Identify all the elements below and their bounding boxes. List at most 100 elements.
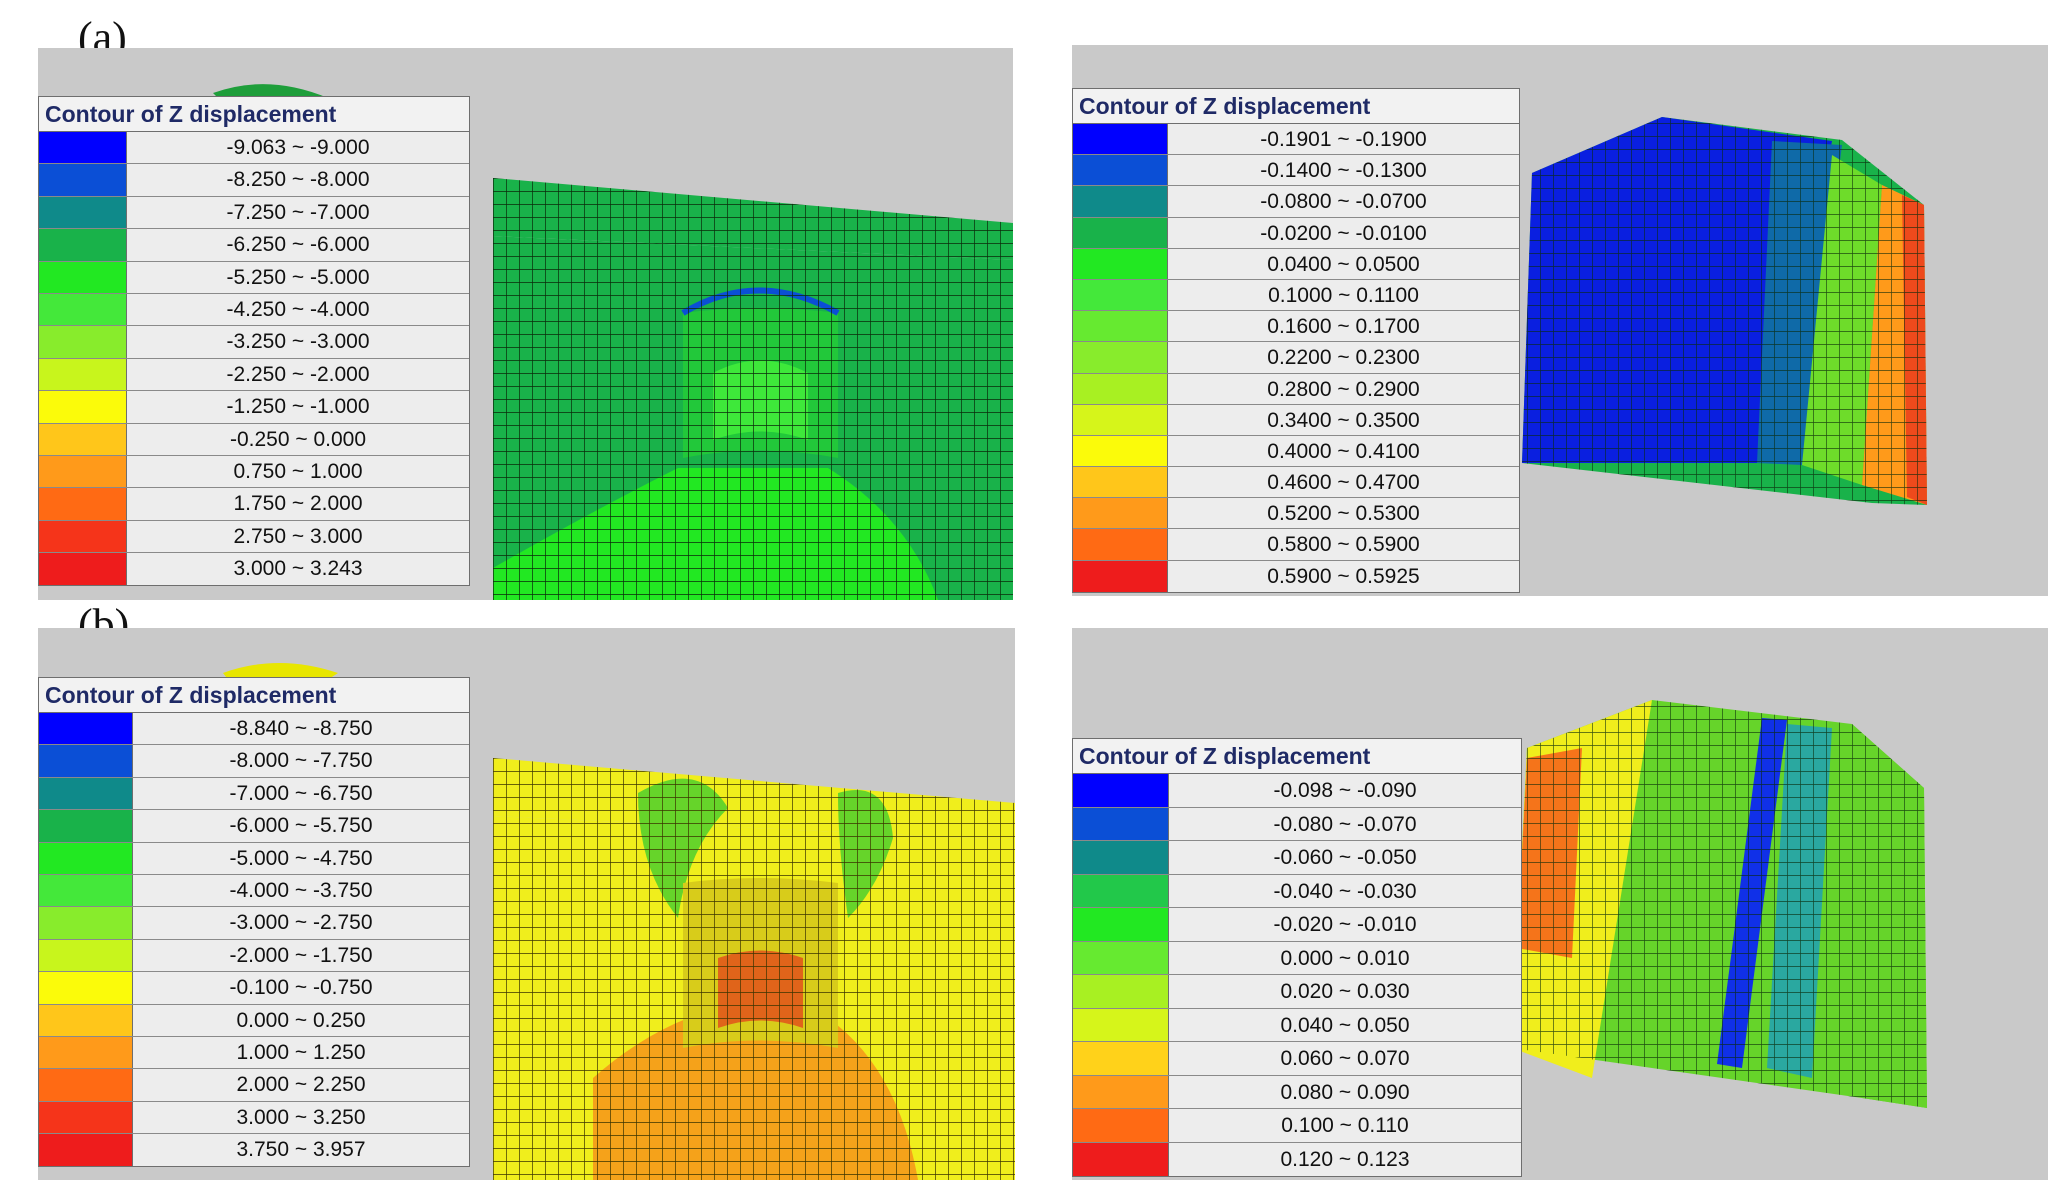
legend-color-swatch	[1073, 404, 1168, 435]
mesh-model-b-left	[223, 663, 1015, 1180]
legend-row: 0.1000 ~ 0.1100	[1073, 279, 1519, 312]
legend-a-left: Contour of Z displacement -9.063 ~ -9.00…	[38, 96, 470, 587]
legend-row: -0.060 ~ -0.050	[1073, 841, 1521, 875]
legend-row: -0.250 ~ 0.000	[39, 423, 469, 456]
legend-row: -0.040 ~ -0.030	[1073, 874, 1521, 908]
legend-range-label: 2.750 ~ 3.000	[127, 520, 469, 553]
legend-row: 1.000 ~ 1.250	[39, 1036, 469, 1070]
legend-range-label: 0.080 ~ 0.090	[1169, 1075, 1521, 1108]
legend-row: 3.000 ~ 3.243	[39, 553, 469, 586]
legend-range-label: -6.250 ~ -6.000	[127, 229, 469, 261]
viewport-a-right[interactable]: Contour of Z displacement -0.1901 ~ -0.1…	[1072, 45, 2048, 596]
legend-range-label: -0.1400 ~ -0.1300	[1168, 155, 1519, 186]
legend-title: Contour of Z displacement	[39, 678, 469, 713]
legend-color-swatch	[1073, 311, 1168, 342]
legend-row: 0.5800 ~ 0.5900	[1073, 529, 1519, 561]
legend-color-swatch	[1073, 217, 1168, 248]
legend-color-swatch	[39, 713, 133, 745]
legend-row: -0.098 ~ -0.090	[1073, 774, 1521, 808]
legend-color-swatch	[39, 358, 127, 391]
legend-range-label: -0.040 ~ -0.030	[1169, 874, 1521, 907]
legend-row: 0.120 ~ 0.123	[1073, 1142, 1521, 1176]
legend-color-swatch	[39, 972, 133, 1004]
legend-color-swatch	[39, 1134, 133, 1167]
legend-color-swatch	[39, 326, 127, 358]
legend-color-swatch	[39, 293, 127, 326]
legend-range-label: 3.750 ~ 3.957	[133, 1134, 469, 1167]
legend-title: Contour of Z displacement	[1073, 739, 1521, 774]
legend-row: -0.080 ~ -0.070	[1073, 807, 1521, 841]
legend-color-swatch	[39, 1036, 133, 1069]
legend-range-label: -2.250 ~ -2.000	[127, 358, 469, 391]
legend-row: -6.000 ~ -5.750	[39, 810, 469, 843]
legend-range-label: 0.750 ~ 1.000	[127, 455, 469, 488]
legend-color-swatch	[1073, 941, 1169, 974]
legend-row: 0.3400 ~ 0.3500	[1073, 404, 1519, 436]
legend-range-label: 0.5900 ~ 0.5925	[1168, 560, 1519, 592]
legend-color-swatch	[1073, 435, 1168, 467]
legend-row: 0.060 ~ 0.070	[1073, 1042, 1521, 1076]
legend-row: -0.100 ~ -0.750	[39, 972, 469, 1005]
legend-range-label: -0.1901 ~ -0.1900	[1168, 124, 1519, 155]
legend-row: 2.000 ~ 2.250	[39, 1069, 469, 1102]
legend-row: 0.100 ~ 0.110	[1073, 1109, 1521, 1143]
legend-range-label: -0.080 ~ -0.070	[1169, 807, 1521, 840]
legend-range-label: 0.000 ~ 0.250	[133, 1004, 469, 1036]
legend-row: -3.250 ~ -3.000	[39, 326, 469, 359]
legend-color-swatch	[1073, 467, 1168, 498]
legend-row: 0.080 ~ 0.090	[1073, 1075, 1521, 1109]
legend-color-swatch	[39, 455, 127, 488]
legend-range-label: -0.0200 ~ -0.0100	[1168, 217, 1519, 248]
legend-range-label: -8.000 ~ -7.750	[133, 745, 469, 777]
legend-row: -9.063 ~ -9.000	[39, 132, 469, 165]
legend-color-swatch	[39, 164, 127, 196]
legend-row: 0.000 ~ 0.010	[1073, 941, 1521, 975]
legend-color-swatch	[39, 874, 133, 907]
legend-color-swatch	[1073, 155, 1168, 186]
legend-range-label: 3.000 ~ 3.250	[133, 1101, 469, 1134]
legend-b-right: Contour of Z displacement -0.098 ~ -0.09…	[1072, 738, 1522, 1177]
viewport-b-right[interactable]: Contour of Z displacement -0.098 ~ -0.09…	[1072, 628, 2048, 1180]
legend-range-label: -9.063 ~ -9.000	[127, 132, 469, 164]
legend-range-label: 0.1000 ~ 0.1100	[1168, 279, 1519, 311]
legend-row: 0.5200 ~ 0.5300	[1073, 498, 1519, 530]
legend-color-swatch	[1073, 248, 1168, 279]
legend-row: 0.4000 ~ 0.4100	[1073, 435, 1519, 468]
mesh-model-b-right	[1512, 700, 1927, 1108]
legend-range-label: -7.250 ~ -7.000	[127, 196, 469, 229]
legend-row: -0.020 ~ -0.010	[1073, 908, 1521, 942]
legend-row: -3.000 ~ -2.750	[39, 907, 469, 940]
legend-range-label: 0.040 ~ 0.050	[1169, 1008, 1521, 1041]
legend-range-label: 0.2200 ~ 0.2300	[1168, 342, 1519, 373]
legend-row: 0.750 ~ 1.000	[39, 455, 469, 489]
legend-row: -2.250 ~ -2.000	[39, 358, 469, 392]
legend-color-swatch	[1073, 342, 1168, 373]
legend-row: -0.1901 ~ -0.1900	[1073, 124, 1519, 156]
legend-color-swatch	[1073, 1109, 1169, 1142]
legend-range-label: 0.5200 ~ 0.5300	[1168, 498, 1519, 529]
legend-color-swatch	[1073, 874, 1169, 907]
legend-range-label: 0.020 ~ 0.030	[1169, 975, 1521, 1008]
legend-row: 0.020 ~ 0.030	[1073, 975, 1521, 1009]
legend-row: -2.000 ~ -1.750	[39, 939, 469, 973]
legend-color-swatch	[1073, 529, 1168, 560]
legend-row: 2.750 ~ 3.000	[39, 520, 469, 554]
legend-color-swatch	[39, 391, 127, 423]
legend-color-swatch	[1073, 124, 1168, 155]
legend-color-swatch	[39, 1101, 133, 1134]
legend-color-swatch	[39, 229, 127, 261]
legend-range-label: -6.000 ~ -5.750	[133, 810, 469, 842]
viewport-a-left[interactable]: Contour of Z displacement -9.063 ~ -9.00…	[38, 48, 1013, 600]
legend-row: 3.750 ~ 3.957	[39, 1134, 469, 1167]
viewport-b-left[interactable]: Contour of Z displacement -8.840 ~ -8.75…	[38, 628, 1015, 1180]
legend-range-label: 3.000 ~ 3.243	[127, 553, 469, 586]
legend-range-label: 1.000 ~ 1.250	[133, 1036, 469, 1069]
legend-color-swatch	[1073, 186, 1168, 217]
legend-range-label: -0.0800 ~ -0.0700	[1168, 186, 1519, 217]
legend-range-label: 0.3400 ~ 0.3500	[1168, 404, 1519, 435]
legend-range-label: 2.000 ~ 2.250	[133, 1069, 469, 1101]
legend-color-swatch	[39, 842, 133, 874]
legend-range-label: 0.100 ~ 0.110	[1169, 1109, 1521, 1142]
legend-range-label: 0.4000 ~ 0.4100	[1168, 435, 1519, 467]
legend-range-label: -0.020 ~ -0.010	[1169, 908, 1521, 941]
